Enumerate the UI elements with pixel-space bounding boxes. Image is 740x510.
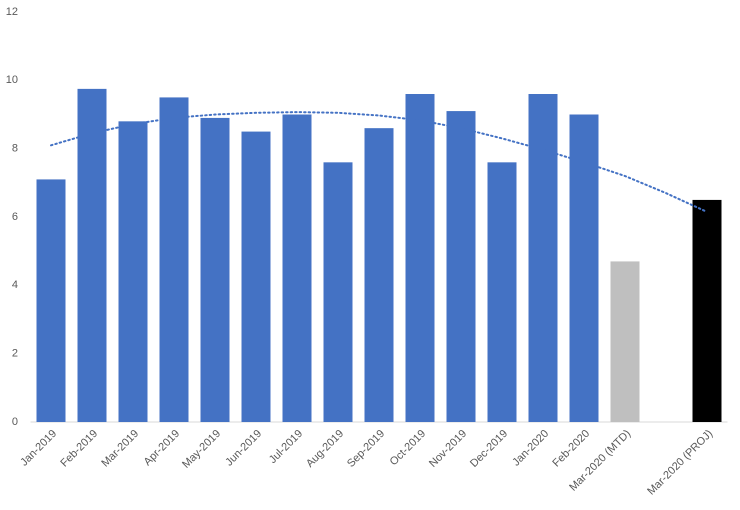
bar [282,114,312,422]
bar [200,117,230,423]
x-tick-label: Mar-2019 [99,428,141,470]
y-tick-label: 2 [12,348,18,360]
bar [36,179,66,422]
bar [405,94,435,422]
bar [323,162,353,423]
bar [364,128,394,422]
y-tick-label: 0 [12,416,18,428]
bar [118,121,148,422]
y-tick-label: 12 [6,6,18,18]
bar [241,131,271,423]
x-tick-label: Jun-2019 [223,428,264,469]
x-tick-label: Feb-2019 [58,428,100,470]
bar [692,199,722,422]
x-tick-label: May-2019 [180,428,223,471]
x-tick-label: Dec-2019 [468,428,510,470]
x-tick-label: Aug-2019 [304,428,346,470]
x-tick-label: Jul-2019 [267,428,305,466]
bar [446,111,476,422]
y-tick-label: 6 [12,211,18,223]
x-tick-label: Feb-2020 [550,428,592,470]
x-tick-label: Jan-2019 [18,428,59,469]
y-tick-label: 8 [12,143,18,155]
x-tick-label: Sep-2019 [345,428,387,470]
bar [569,114,599,422]
bar [487,162,517,423]
x-tick-label: Oct-2019 [388,428,428,468]
x-tick-label: Mar-2020 (PROJ) [645,428,715,498]
x-tick-label: Apr-2019 [142,428,182,468]
x-tick-label: Jan-2020 [510,428,551,469]
trendline [50,111,708,213]
y-tick-label: 10 [6,74,18,86]
bar [528,94,558,422]
bar [77,88,107,422]
bar [610,261,640,422]
bar [159,97,189,423]
x-tick-label: Nov-2019 [427,428,469,470]
y-tick-label: 4 [12,279,18,291]
